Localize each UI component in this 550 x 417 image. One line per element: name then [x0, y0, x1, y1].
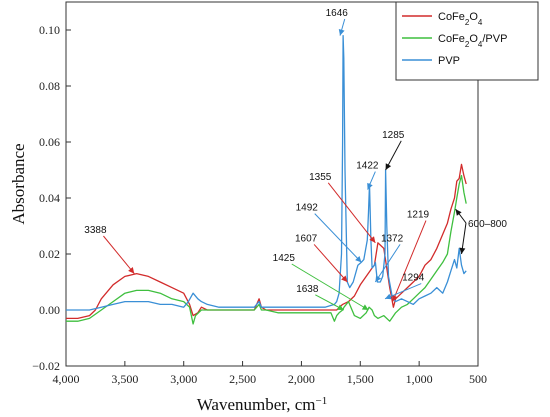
x-axis-title-superscript: −1	[316, 395, 328, 407]
annotation-1219-arrowhead	[392, 294, 398, 302]
x-tick-label: 2,000	[288, 372, 315, 386]
x-tick-label: 3,500	[111, 372, 138, 386]
annotation-1355-arrowhead	[369, 236, 376, 243]
legend-label-part: O	[469, 11, 478, 23]
annotation-label: 1372	[381, 233, 404, 244]
y-tick-label: 0.04	[39, 191, 60, 205]
annotation-label: 1607	[295, 233, 318, 244]
annotation-1372-leader	[374, 244, 401, 283]
annotation-label: 3388	[84, 225, 107, 236]
annotation-3388-arrowhead	[128, 267, 135, 274]
annotation-1219-leader	[392, 220, 427, 302]
annotation-1638-arrowhead	[337, 304, 344, 310]
series-line-1	[66, 174, 467, 325]
annotation-label: 1638	[296, 284, 319, 295]
y-tick-label: 0.00	[39, 303, 60, 317]
legend-label-2: PVP	[438, 55, 460, 67]
annotation-1422-arrowhead	[367, 182, 373, 190]
series-line-0	[66, 163, 467, 320]
legend-label-1: CoFe2O4/PVP	[438, 33, 507, 49]
legend-label-part: 2	[465, 18, 470, 27]
annotation-label: 1285	[382, 130, 405, 141]
annotation-600-800-0-arrowhead	[455, 209, 462, 216]
x-tick-label: 4,000	[53, 372, 80, 386]
y-axis: −0.02 0.00 0.02 0.04 0.06 0.08 0.10	[32, 23, 71, 373]
x-axis: 4,000 3,500 3,000 2,500 2,000 1,500 1,000 500	[53, 361, 487, 386]
y-tick-label: 0.08	[39, 79, 60, 93]
annotation-1355-leader	[327, 182, 376, 244]
annotation-label: 1294	[402, 273, 425, 284]
x-tick-label: 1,500	[347, 372, 374, 386]
x-tick-label: 2,500	[229, 372, 256, 386]
plot-frame	[65, 1, 479, 367]
annotation-600-800-1-arrowhead	[459, 247, 466, 254]
annotation-label: 1355	[309, 172, 332, 183]
legend-label-part: CoFe	[438, 33, 465, 45]
x-axis-title: Wavenumber, cm−1	[197, 395, 328, 414]
x-tick-label: 500	[469, 372, 487, 386]
annotation-1425-leader	[291, 263, 369, 311]
legend-label-part: CoFe	[438, 11, 465, 23]
y-tick-label: 0.02	[39, 247, 60, 261]
annotation-label: 1425	[273, 253, 296, 264]
legend-box	[395, 1, 539, 81]
legend-label-0: CoFe2O4	[438, 11, 483, 27]
legend-label-part: /PVP	[482, 33, 507, 45]
y-tick-label: 0.06	[39, 135, 60, 149]
annotation-layer: 1646 1285 1422 1355 1492 1219 1372 1607 1425 1294…	[84, 8, 507, 311]
y-tick-label: −0.02	[32, 359, 60, 373]
legend-label-part: PVP	[438, 55, 460, 67]
annotation-1607-arrowhead	[341, 275, 348, 282]
annotation-label: 600–800	[468, 219, 507, 230]
annotation-1294-arrowhead	[385, 293, 392, 300]
x-tick-label: 1,000	[406, 372, 433, 386]
annotation-1646-arrowhead	[338, 29, 345, 36]
annotation-3388-leader	[103, 235, 135, 274]
y-axis-title: Absorbance	[9, 143, 28, 224]
annotation-1294-leader	[384, 283, 422, 300]
y-tick-label: 0.10	[39, 23, 60, 37]
annotation-label: 1219	[407, 210, 430, 221]
legend-label-part: 2	[465, 40, 470, 49]
x-tick-label: 3,000	[170, 372, 197, 386]
legend-label-part: 4	[478, 40, 483, 49]
annotation-label: 1422	[356, 161, 379, 172]
legend-label-part: 4	[478, 18, 483, 27]
legend-label-part: O	[469, 33, 478, 45]
annotation-1425-arrowhead	[361, 304, 369, 310]
annotation-label: 1492	[296, 203, 319, 214]
annotation-1607-leader	[313, 244, 348, 283]
x-axis-title-main: Wavenumber, cm	[197, 395, 316, 414]
annotation-label: 1646	[326, 8, 349, 19]
annotation-1492-leader	[314, 213, 362, 263]
annotation-1372-arrowhead	[375, 275, 382, 282]
series-line-2	[66, 34, 467, 311]
annotation-1285-arrowhead	[385, 163, 392, 170]
annotation-1492-arrowhead	[355, 255, 362, 263]
